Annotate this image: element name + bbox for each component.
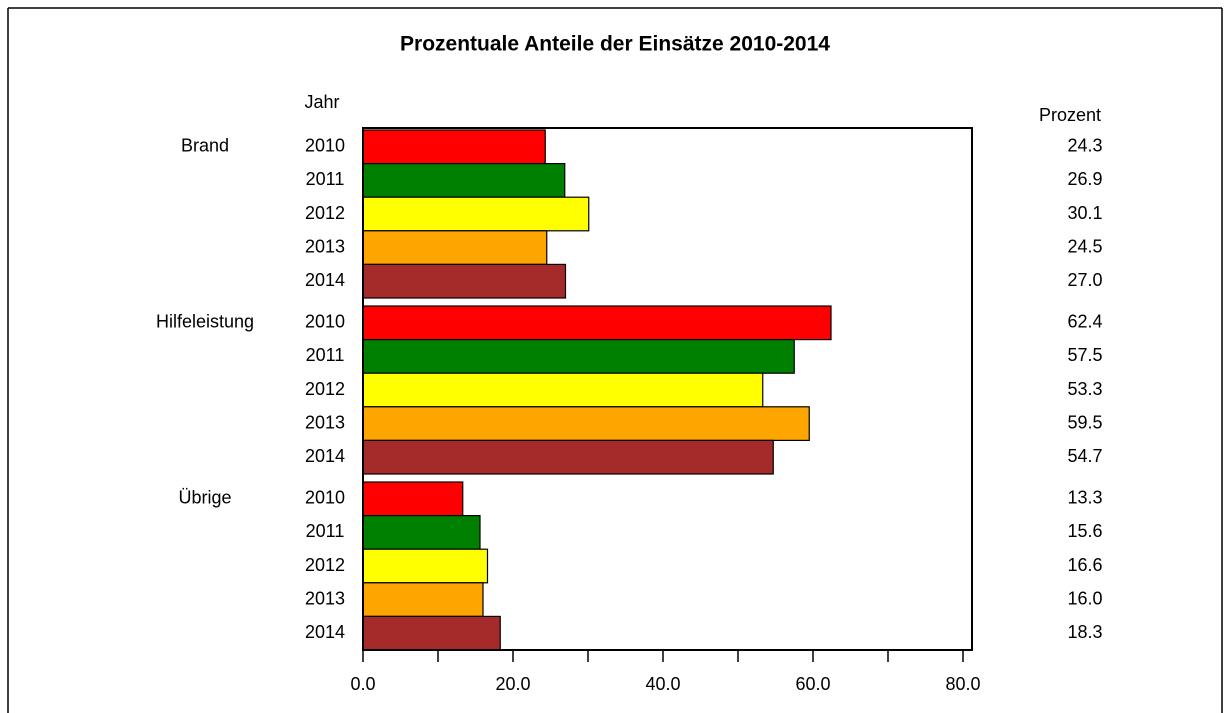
year-label: 2010 [305,136,345,156]
year-label: 2011 [306,345,345,365]
value-label: 24.5 [1067,236,1102,256]
year-label: 2012 [305,555,345,575]
value-header: Prozent [1039,105,1101,125]
bar [362,439,774,475]
value-label: 18.3 [1067,622,1102,642]
bar [362,163,566,198]
x-tick-label: 0.0 [350,674,375,694]
year-label: 2013 [305,412,345,432]
value-label: 53.3 [1067,379,1102,399]
chart-title: Prozentuale Anteile der Einsätze 2010-20… [400,33,830,56]
x-tick-label: 60.0 [795,674,830,694]
year-label: 2014 [305,622,345,642]
bar [362,481,464,517]
year-label: 2014 [305,270,345,290]
plot-box [362,127,973,651]
bar [362,339,795,374]
value-label: 26.9 [1067,169,1102,189]
bar [362,196,590,232]
bar [362,406,810,441]
bar [362,582,484,617]
value-label: 13.3 [1067,488,1102,508]
bar [362,548,489,584]
value-label: 59.5 [1067,412,1102,432]
value-label: 15.6 [1067,521,1102,541]
y-axis-label: Jahr [304,92,339,112]
category-label: Hilfeleistung [156,312,254,332]
value-label: 16.0 [1067,588,1102,608]
year-label: 2010 [305,488,345,508]
year-label: 2011 [306,521,345,541]
value-label: 16.6 [1067,555,1102,575]
value-label: 24.3 [1067,136,1102,156]
category-label: Brand [181,136,229,156]
bar [362,305,832,341]
value-label: 57.5 [1067,345,1102,365]
x-tick-label: 80.0 [945,674,980,694]
bar [362,230,548,266]
bar [362,514,481,550]
year-label: 2014 [305,446,345,466]
x-tick-label: 20.0 [495,674,530,694]
year-label: 2010 [305,312,345,332]
x-tick-label: 40.0 [645,674,680,694]
year-label: 2012 [305,203,345,223]
bar [362,372,764,408]
bar [362,129,546,165]
year-label: 2012 [305,379,345,399]
value-label: 62.4 [1067,312,1102,332]
value-label: 27.0 [1067,270,1102,290]
year-label: 2013 [305,588,345,608]
bar [362,263,567,299]
value-label: 54.7 [1067,446,1102,466]
category-label: Übrige [178,488,231,508]
year-label: 2011 [306,169,345,189]
year-label: 2013 [305,236,345,256]
value-label: 30.1 [1067,203,1102,223]
bar [362,615,501,651]
